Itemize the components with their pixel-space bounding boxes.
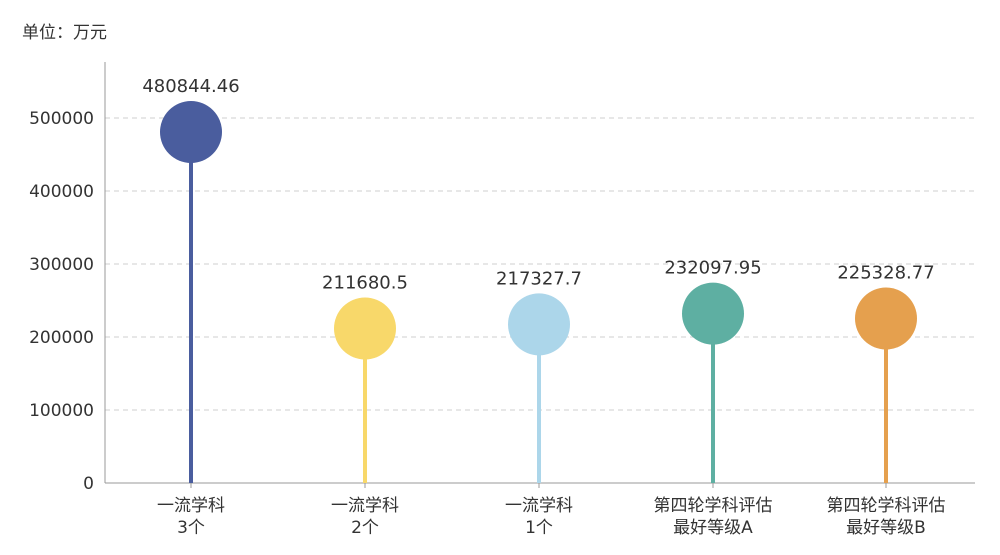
x-tick-label: 最好等级A <box>673 518 753 538</box>
x-tick-label: 第四轮学科评估 <box>827 496 946 516</box>
lollipop-head <box>508 293 570 356</box>
x-tick-label: 一流学科 <box>331 496 399 516</box>
y-tick-label: 300000 <box>29 255 94 275</box>
lollipop-head <box>160 100 222 163</box>
y-tick-label: 100000 <box>29 401 94 421</box>
x-tick-label: 一流学科 <box>157 496 225 516</box>
y-tick-label: 500000 <box>29 109 94 129</box>
x-tick-label: 一流学科 <box>505 496 573 516</box>
y-tick-label: 200000 <box>29 328 94 348</box>
data-label: 217327.7 <box>496 268 582 289</box>
lollipop-head <box>334 297 396 360</box>
unit-label: 单位：万元 <box>22 23 107 43</box>
data-label: 225328.77 <box>837 263 934 284</box>
data-label: 211680.5 <box>322 272 408 293</box>
x-tick-label: 最好等级B <box>846 518 926 538</box>
data-label: 480844.46 <box>142 76 239 97</box>
x-tick-label: 3个 <box>177 518 205 538</box>
x-tick-label: 第四轮学科评估 <box>654 496 773 516</box>
y-tick-label: 0 <box>83 474 94 494</box>
data-label: 232097.95 <box>664 258 761 279</box>
x-tick-label: 1个 <box>525 518 553 538</box>
x-tick-label: 2个 <box>351 518 379 538</box>
lollipop-head <box>855 287 917 350</box>
y-tick-label: 400000 <box>29 182 94 202</box>
lollipop-head <box>682 282 744 345</box>
